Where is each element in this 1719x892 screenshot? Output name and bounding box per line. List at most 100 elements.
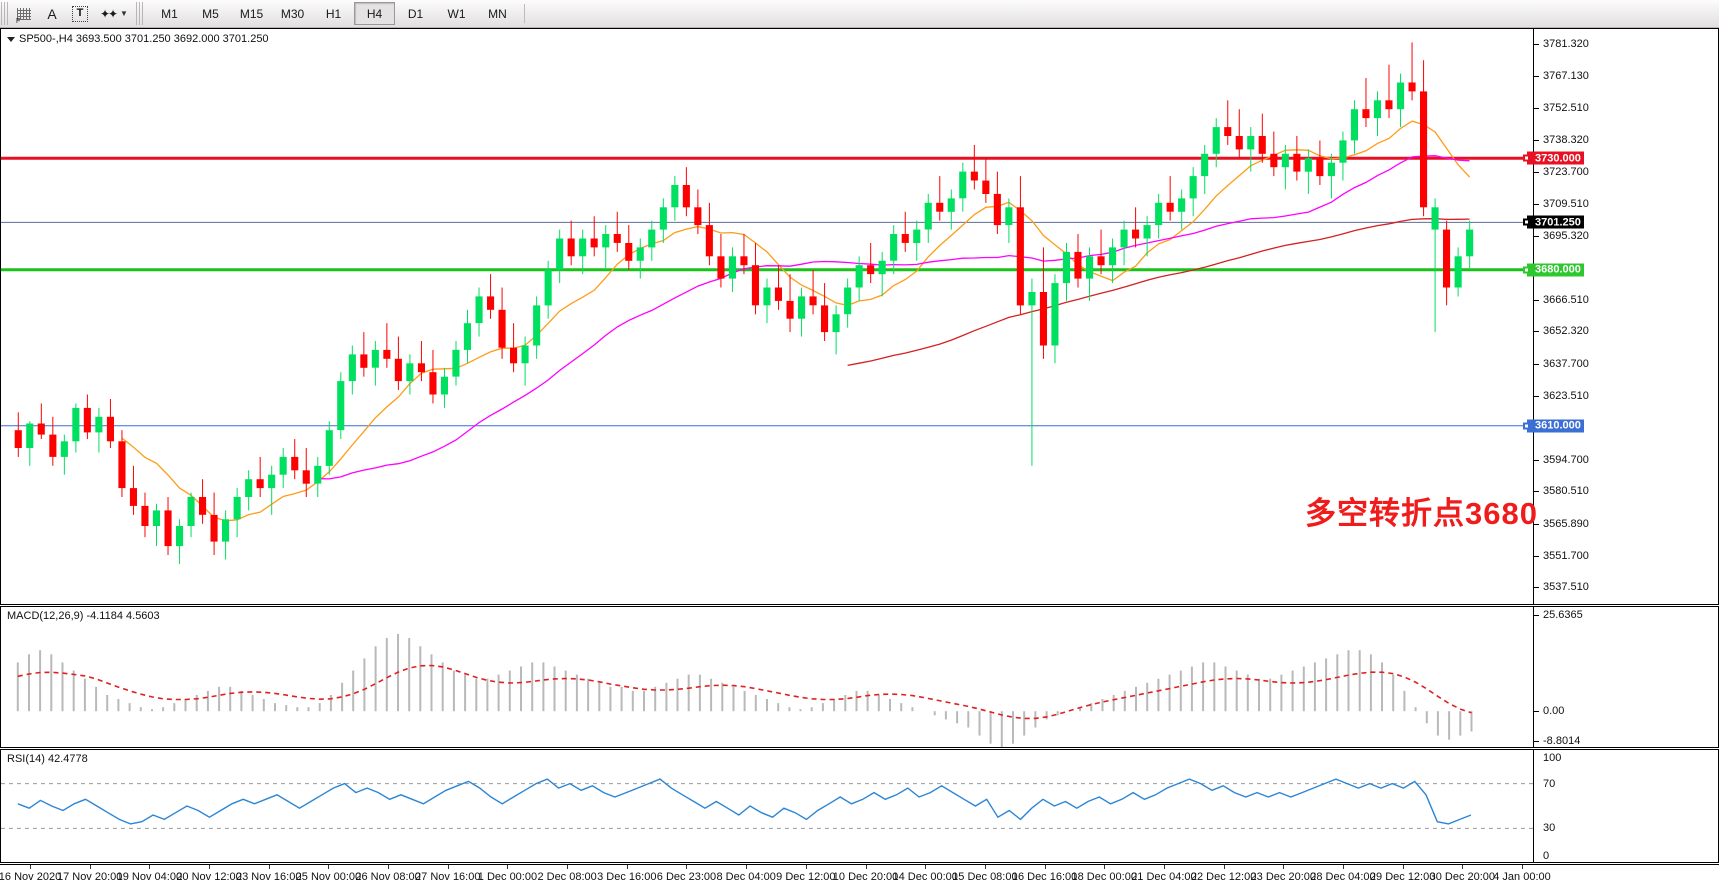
price-tick — [1534, 172, 1539, 174]
price-tag-value: 3730.000 — [1535, 152, 1581, 165]
toolbar-drag-handle[interactable] — [1, 2, 8, 25]
price-tick-label: 3709.510 — [1543, 197, 1589, 210]
price-tick-label: 3565.890 — [1543, 518, 1589, 530]
macd-tick — [1534, 711, 1539, 713]
price-tick — [1534, 331, 1539, 333]
time-tick — [507, 865, 509, 869]
time-tick — [89, 865, 91, 869]
timeframe-toolbar-drag-handle[interactable] — [136, 2, 143, 25]
price-tick-label: 3623.510 — [1543, 389, 1589, 402]
time-tick-label: 29 Dec 12:00 — [1369, 871, 1436, 883]
time-tick — [865, 865, 867, 869]
time-tick — [686, 865, 688, 869]
price-tag-handle[interactable] — [1523, 422, 1530, 430]
time-tick-label: 23 Nov 16:00 — [236, 871, 302, 883]
macd-tick — [1534, 741, 1539, 742]
time-tick — [984, 865, 986, 869]
time-tick-label: 23 Dec 20:00 — [1250, 871, 1316, 883]
price-tick — [1534, 75, 1539, 77]
time-tick — [805, 865, 807, 869]
timeframe-w1[interactable]: W1 — [447, 6, 466, 21]
price-tick — [1534, 524, 1539, 525]
main-toolbar: A T ✦✦ ▼ M1 M5 M15 M30 H1 H4 D1 W1 MN — [0, 0, 1719, 28]
time-tick — [1163, 865, 1165, 869]
time-tick — [626, 865, 628, 869]
time-tick-label: 25 Nov 00:00 — [295, 871, 362, 883]
time-tick-label: 30 Dec 20:00 — [1429, 871, 1496, 883]
timeframe-h4[interactable]: H4 — [354, 2, 395, 25]
macd-legend: MACD(12,26,9) -4.1184 4.5603 — [7, 610, 160, 622]
price-tick — [1534, 555, 1539, 557]
collapse-caret-icon[interactable] — [7, 36, 15, 42]
price-tick-label: 3723.700 — [1543, 166, 1589, 179]
price-tick-label: 3767.130 — [1543, 69, 1589, 82]
timeframe-m30[interactable]: M30 — [280, 6, 305, 21]
timeframe-mn[interactable]: MN — [488, 6, 507, 21]
timeframe-h1[interactable]: H1 — [325, 6, 342, 21]
time-tick-label: 1 Dec 00:00 — [477, 871, 538, 883]
last-price-tag[interactable]: 3701.250 — [1523, 215, 1584, 229]
time-tick-label: 18 Dec 00:00 — [1071, 871, 1137, 883]
support-line-tag[interactable]: 3680.000 — [1523, 263, 1584, 277]
timeframe-m5[interactable]: M5 — [202, 6, 219, 21]
time-tick — [746, 865, 748, 869]
macd-panel[interactable]: MACD(12,26,9) -4.1184 4.5603 25.6365 0.00… — [0, 606, 1719, 748]
rsi-legend: RSI(14) 42.4778 — [7, 753, 88, 765]
resistance-line-tag[interactable]: 3730.000 — [1523, 151, 1584, 165]
time-tick — [209, 865, 211, 869]
time-tick — [1104, 865, 1106, 869]
time-tick-label: 26 Nov 08:00 — [355, 871, 421, 883]
text-label-icon[interactable]: A — [47, 5, 57, 22]
time-tick-label: 4 Jan 00:00 — [1493, 871, 1551, 883]
price-tick-label: 3695.320 — [1543, 229, 1589, 242]
macd-plot-area[interactable] — [1, 607, 1533, 747]
macd-tick-label: -8.8014 — [1543, 735, 1581, 747]
time-tick — [1462, 865, 1464, 869]
price-tick — [1534, 363, 1539, 365]
time-tick-label: 8 Dec 04:00 — [716, 871, 776, 883]
rsi-tick-label: 70 — [1543, 777, 1556, 790]
rsi-panel[interactable]: RSI(14) 42.4778 100 70 30 0 — [0, 749, 1719, 863]
price-tick — [1534, 587, 1539, 589]
time-tick — [567, 865, 569, 869]
crosshair-grid-icon[interactable] — [10, 1, 38, 26]
price-tick — [1534, 459, 1539, 461]
time-tick — [447, 865, 449, 869]
price-chart-legend: SP500-,H4 3693.500 3701.250 3692.000 370… — [7, 33, 269, 45]
price-tag-handle[interactable] — [1523, 266, 1530, 274]
price-tick-label: 3666.510 — [1543, 293, 1589, 306]
price-tag-handle[interactable] — [1523, 218, 1530, 226]
timeframe-m15[interactable]: M15 — [239, 6, 264, 21]
price-tick-label: 3551.700 — [1543, 549, 1589, 562]
rsi-plot-area[interactable] — [1, 750, 1533, 862]
price-tick-label: 3637.700 — [1543, 357, 1589, 370]
price-tag-handle[interactable] — [1523, 154, 1530, 162]
timeframe-d1[interactable]: D1 — [407, 6, 424, 21]
price-tag-value: 3701.250 — [1535, 216, 1581, 229]
price-tag-value: 3610.000 — [1535, 419, 1581, 432]
lower-support-tag[interactable]: 3610.000 — [1523, 419, 1584, 433]
time-axis[interactable]: 16 Nov 2020 17 Nov 20:00 19 Nov 04:00 20 No… — [0, 864, 1719, 892]
macd-axis[interactable]: 25.6365 0.00 -8.8014 — [1533, 607, 1718, 747]
drawing-objects-icon[interactable]: ✦✦ — [99, 6, 118, 21]
time-tick-label: 17 Nov 20:00 — [56, 871, 123, 883]
text-box-icon[interactable]: T — [66, 1, 94, 26]
price-tick — [1534, 139, 1539, 141]
time-tick-label: 3 Dec 16:00 — [597, 871, 657, 883]
price-tick-label: 3652.320 — [1543, 325, 1589, 338]
time-tick — [149, 865, 151, 869]
price-tick — [1534, 491, 1539, 493]
rsi-axis[interactable]: 100 70 30 0 — [1533, 750, 1718, 862]
rsi-tick-label: 0 — [1543, 850, 1550, 862]
price-plot-area[interactable] — [1, 29, 1533, 604]
time-tick — [1342, 865, 1344, 869]
price-tick — [1534, 299, 1539, 301]
price-chart-panel[interactable]: SP500-,H4 3693.500 3701.250 3692.000 370… — [0, 28, 1719, 605]
time-tick-label: 6 Dec 23:00 — [656, 871, 717, 883]
price-axis[interactable]: 3781.320 3767.130 3752.510 3738.320 3723.700… — [1523, 29, 1718, 604]
macd-tick-label: 25.6365 — [1543, 609, 1583, 621]
timeframe-m1[interactable]: M1 — [161, 6, 178, 21]
chevron-down-icon[interactable]: ▼ — [120, 9, 128, 18]
time-tick — [925, 865, 927, 869]
